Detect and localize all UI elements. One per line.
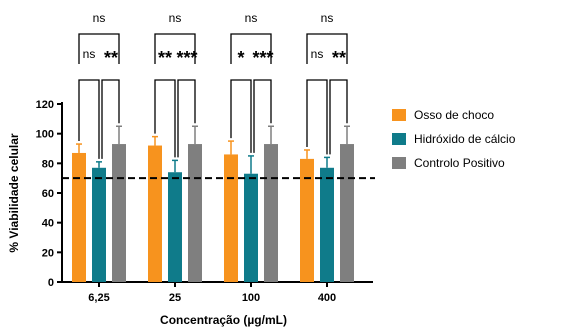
bar-hidr-xido-de-c-lcio bbox=[244, 173, 258, 282]
x-axis-label: Concentração (µg/mL) bbox=[160, 313, 287, 327]
significance-bracket bbox=[230, 33, 272, 64]
bar-controlo-positivo bbox=[188, 144, 202, 282]
x-tick-label: 100 bbox=[242, 292, 260, 304]
significance-bracket bbox=[230, 79, 252, 153]
bar-controlo-positivo bbox=[340, 144, 354, 282]
significance-bracket bbox=[78, 79, 100, 159]
bar-hidr-xido-de-c-lcio bbox=[168, 172, 182, 282]
legend-label: Hidróxido de cálcio bbox=[414, 132, 516, 146]
significance-label: ns bbox=[93, 11, 106, 25]
x-tick-label: 400 bbox=[318, 292, 336, 304]
y-tick-label: 0 bbox=[48, 277, 54, 289]
y-tick-label: 120 bbox=[36, 99, 54, 111]
significance-bracket bbox=[101, 79, 120, 159]
bar-osso-de-choco bbox=[300, 158, 314, 282]
bar-controlo-positivo bbox=[112, 144, 126, 282]
significance-bracket bbox=[154, 79, 176, 158]
significance-label: ns bbox=[83, 47, 96, 61]
legend-swatch bbox=[392, 157, 406, 169]
significance-label: ** bbox=[332, 48, 346, 68]
bar-controlo-positivo bbox=[264, 144, 278, 282]
significance-label: ** bbox=[104, 48, 118, 68]
x-tick-label: 25 bbox=[169, 292, 181, 304]
significance-label: * bbox=[237, 48, 244, 68]
legend-label: Osso de choco bbox=[414, 108, 494, 122]
bar-osso-de-choco bbox=[224, 154, 238, 282]
bar-osso-de-choco bbox=[148, 145, 162, 282]
significance-label: ns bbox=[311, 47, 324, 61]
significance-label: ** bbox=[158, 48, 172, 68]
significance-bracket bbox=[306, 79, 328, 155]
legend-swatch bbox=[392, 109, 406, 121]
legend-label: Controlo Positivo bbox=[414, 156, 505, 170]
significance-label: *** bbox=[176, 48, 197, 68]
significance-bracket bbox=[78, 33, 120, 64]
y-tick-label: 40 bbox=[42, 218, 54, 230]
significance-label: ns bbox=[245, 11, 258, 25]
bar-hidr-xido-de-c-lcio bbox=[92, 167, 106, 282]
significance-bracket bbox=[329, 79, 348, 155]
y-tick-label: 100 bbox=[36, 129, 54, 141]
significance-label: *** bbox=[252, 48, 273, 68]
bar-hidr-xido-de-c-lcio bbox=[320, 167, 334, 282]
y-tick-label: 80 bbox=[42, 158, 54, 170]
significance-label: ns bbox=[321, 11, 334, 25]
significance-bracket bbox=[306, 33, 348, 64]
y-tick-label: 60 bbox=[42, 188, 54, 200]
significance-bracket bbox=[154, 33, 196, 64]
legend-swatch bbox=[392, 133, 406, 145]
significance-label: ns bbox=[169, 11, 182, 25]
significance-bracket bbox=[177, 79, 196, 158]
bar-osso-de-choco bbox=[72, 152, 86, 282]
significance-bracket bbox=[253, 79, 272, 153]
y-tick-label: 20 bbox=[42, 247, 54, 259]
x-tick-label: 6,25 bbox=[88, 292, 109, 304]
y-axis-label: % Viabilidade celular bbox=[7, 133, 21, 252]
